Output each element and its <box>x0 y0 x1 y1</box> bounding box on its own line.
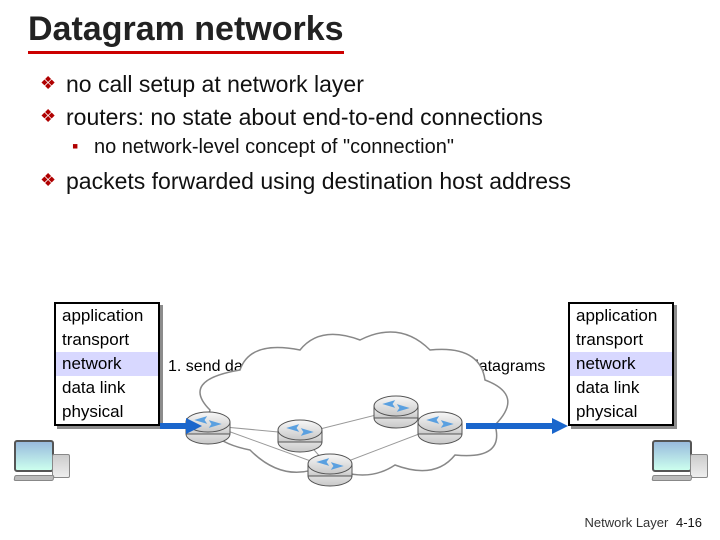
sub-bullet-list: no network-level concept of "connection" <box>28 136 692 159</box>
page-title: Datagram networks <box>28 10 344 54</box>
network-diagram: application transport network data link … <box>0 300 720 490</box>
footer-page: 4-16 <box>676 515 702 530</box>
slide-footer: Network Layer 4-16 <box>585 515 702 530</box>
bullet-3: packets forwarded using destination host… <box>40 167 692 196</box>
footer-section: Network Layer <box>585 515 669 530</box>
bullet-1: no call setup at network layer <box>40 70 692 99</box>
bullet-list: no call setup at network layer routers: … <box>28 70 692 132</box>
sub-bullet-1: no network-level concept of "connection" <box>72 136 692 159</box>
cloud-icon <box>200 332 508 475</box>
bullet-2: routers: no state about end-to-end conne… <box>40 103 692 132</box>
bullet-list-2: packets forwarded using destination host… <box>28 167 692 196</box>
network-svg <box>0 300 720 490</box>
slide: Datagram networks no call setup at netwo… <box>0 0 720 540</box>
